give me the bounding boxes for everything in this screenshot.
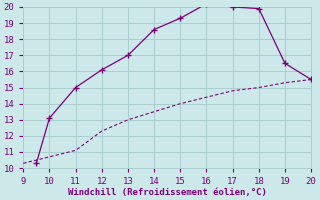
X-axis label: Windchill (Refroidissement éolien,°C): Windchill (Refroidissement éolien,°C) xyxy=(68,188,267,197)
